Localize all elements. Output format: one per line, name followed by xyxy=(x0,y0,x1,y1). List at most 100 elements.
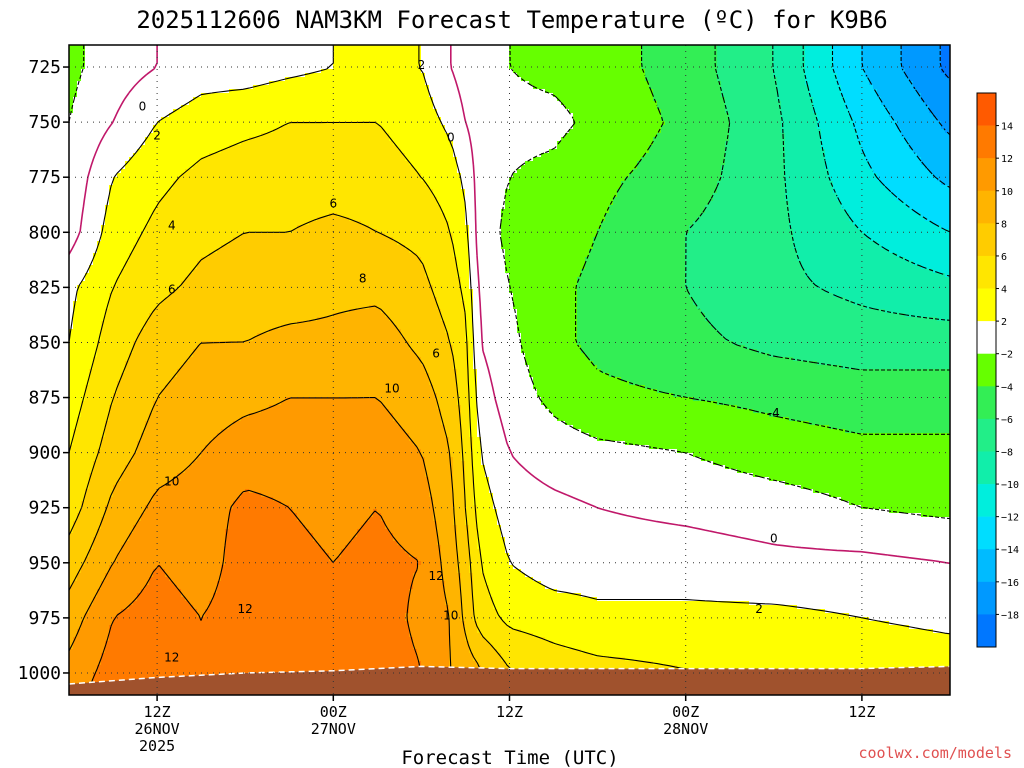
field-cell xyxy=(73,677,78,682)
field-cell xyxy=(81,533,86,538)
field-cell xyxy=(89,457,94,462)
field-cell xyxy=(89,633,94,638)
field-cell xyxy=(81,433,86,438)
field-cell xyxy=(89,585,94,590)
field-cell xyxy=(89,173,94,178)
field-cell xyxy=(77,669,82,674)
field-cell xyxy=(89,649,94,654)
field-cell xyxy=(77,581,82,586)
field-cell xyxy=(85,77,90,82)
field-cell xyxy=(93,193,98,198)
field-cell xyxy=(81,101,86,106)
field-cell xyxy=(89,393,94,398)
field-cell xyxy=(81,369,86,374)
field-cell xyxy=(93,473,98,478)
field-cell xyxy=(73,673,78,678)
field-cell xyxy=(93,49,98,54)
field-cell xyxy=(73,145,78,150)
field-cell xyxy=(85,229,90,234)
field-cell xyxy=(93,221,98,226)
field-cell xyxy=(81,165,86,170)
field-cell xyxy=(81,473,86,478)
field-cell xyxy=(85,49,90,54)
field-cell xyxy=(89,145,94,150)
field-cell xyxy=(93,517,98,522)
field-cell xyxy=(73,473,78,478)
field-cell xyxy=(77,425,82,430)
field-cell xyxy=(85,301,90,306)
field-cell xyxy=(93,477,98,482)
field-cell xyxy=(93,61,98,66)
field-cell xyxy=(85,305,90,310)
field-cell xyxy=(81,153,86,158)
field-cell xyxy=(85,445,90,450)
field-cell xyxy=(73,501,78,506)
field-cell xyxy=(77,653,82,658)
field-cell xyxy=(89,241,94,246)
field-cell xyxy=(93,297,98,302)
field-cell xyxy=(73,193,78,198)
field-cell xyxy=(93,169,98,174)
field-cell xyxy=(81,329,86,334)
field-cell xyxy=(85,637,90,642)
field-cell xyxy=(97,109,102,114)
field-cell xyxy=(97,105,102,110)
field-cell xyxy=(93,189,98,194)
field-cell xyxy=(89,661,94,666)
field-cell xyxy=(93,301,98,306)
field-cell xyxy=(85,593,90,598)
field-cell xyxy=(73,129,78,134)
field-cell xyxy=(77,57,82,62)
field-cell xyxy=(89,81,94,86)
field-cell xyxy=(85,221,90,226)
field-cell xyxy=(77,529,82,534)
field-cell xyxy=(89,517,94,522)
field-cell xyxy=(89,53,94,58)
field-cell xyxy=(73,365,78,370)
field-cell xyxy=(93,481,98,486)
field-cell xyxy=(93,429,98,434)
field-cell xyxy=(85,629,90,634)
field-cell xyxy=(97,93,102,98)
field-cell xyxy=(73,317,78,322)
field-cell xyxy=(97,89,102,94)
field-cell xyxy=(77,385,82,390)
field-cell xyxy=(89,441,94,446)
field-cell xyxy=(93,401,98,406)
field-cell xyxy=(93,441,98,446)
field-cell xyxy=(81,485,86,490)
field-cell xyxy=(89,329,94,334)
field-cell xyxy=(77,649,82,654)
field-cell xyxy=(81,633,86,638)
field-cell xyxy=(81,597,86,602)
field-cell xyxy=(77,545,82,550)
field-cell xyxy=(77,561,82,566)
field-cell xyxy=(89,513,94,518)
field-cell xyxy=(73,185,78,190)
field-cell xyxy=(85,565,90,570)
field-cell xyxy=(81,661,86,666)
field-cell xyxy=(73,181,78,186)
field-cell xyxy=(81,417,86,422)
field-cell xyxy=(93,497,98,502)
field-cell xyxy=(93,205,98,210)
field-cell xyxy=(73,265,78,270)
field-cell xyxy=(81,169,86,174)
field-cell xyxy=(93,217,98,222)
field-cell xyxy=(77,121,82,126)
field-cell xyxy=(73,165,78,170)
field-cell xyxy=(97,201,102,206)
field-cell xyxy=(77,197,82,202)
field-cell xyxy=(81,469,86,474)
field-cell xyxy=(85,497,90,502)
field-cell xyxy=(97,117,102,122)
field-cell xyxy=(81,261,86,266)
field-cell xyxy=(93,289,98,294)
field-cell xyxy=(85,585,90,590)
field-cell xyxy=(81,537,86,542)
field-cell xyxy=(85,517,90,522)
field-cell xyxy=(77,673,82,678)
field-cell xyxy=(77,481,82,486)
field-cell xyxy=(77,173,82,178)
field-cell xyxy=(81,305,86,310)
